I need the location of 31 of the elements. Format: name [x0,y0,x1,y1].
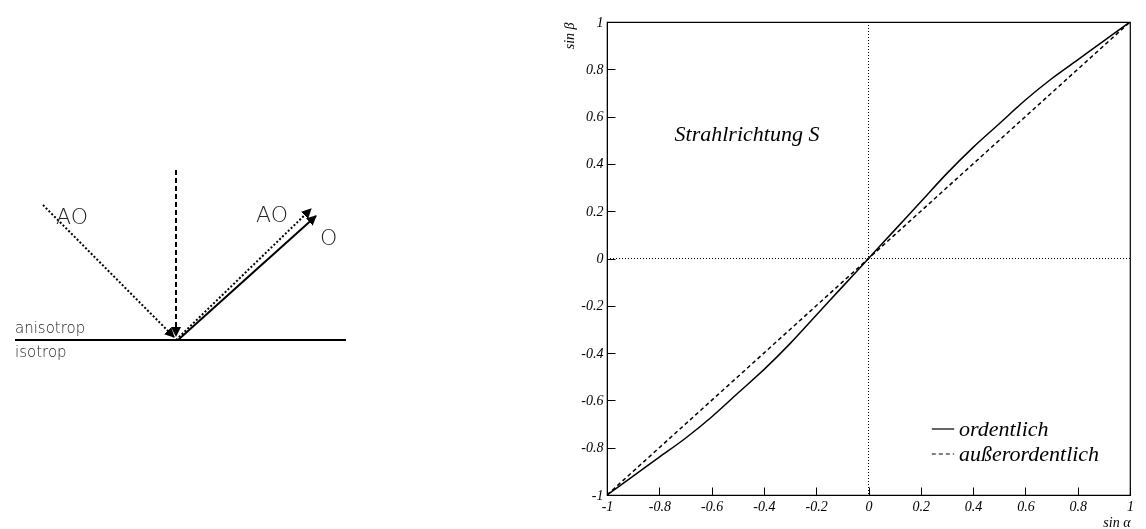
x-tick-label: 0.2 [912,498,931,514]
text: isotrop [15,343,67,361]
y-tick-label: 0 [596,251,604,266]
annotation: Strahlrichtung S [674,121,820,146]
text: anisotrop [15,319,86,337]
text: AO [256,202,288,227]
y-tick-label: 1 [596,14,604,30]
y-tick-label: -1 [591,487,604,503]
x-tick-label: -0.2 [805,498,828,514]
text: AO [56,204,88,229]
x-tick-label: -0.8 [648,498,671,514]
y-tick-label: -0.4 [581,345,604,361]
y-tick-label: 0.8 [586,61,604,77]
x-tick-label: 0.4 [964,498,983,514]
x-tick-label: -0.4 [753,498,776,514]
y-axis-title: sin β [562,22,578,50]
x-tick-label: 0.6 [1017,498,1035,514]
y-tick-label: -0.8 [581,440,604,456]
y-tick-label: -0.6 [581,392,604,408]
legend-label: ordentlich [959,416,1049,441]
x-tick-label: 1 [1127,498,1134,514]
x-tick-label: 0.8 [1069,498,1087,514]
y-tick-label: -0.2 [581,298,604,314]
y-tick-label: 0.4 [586,156,604,172]
legend-label: außerordentlich [959,441,1100,466]
text: O [320,225,338,250]
y-tick-label: 0.2 [586,203,604,219]
x-tick-label: -0.6 [701,498,724,514]
y-tick-label: 0.6 [586,109,604,125]
x-tick-label: 0 [865,498,873,514]
x-axis-title: sin α [1103,514,1132,529]
